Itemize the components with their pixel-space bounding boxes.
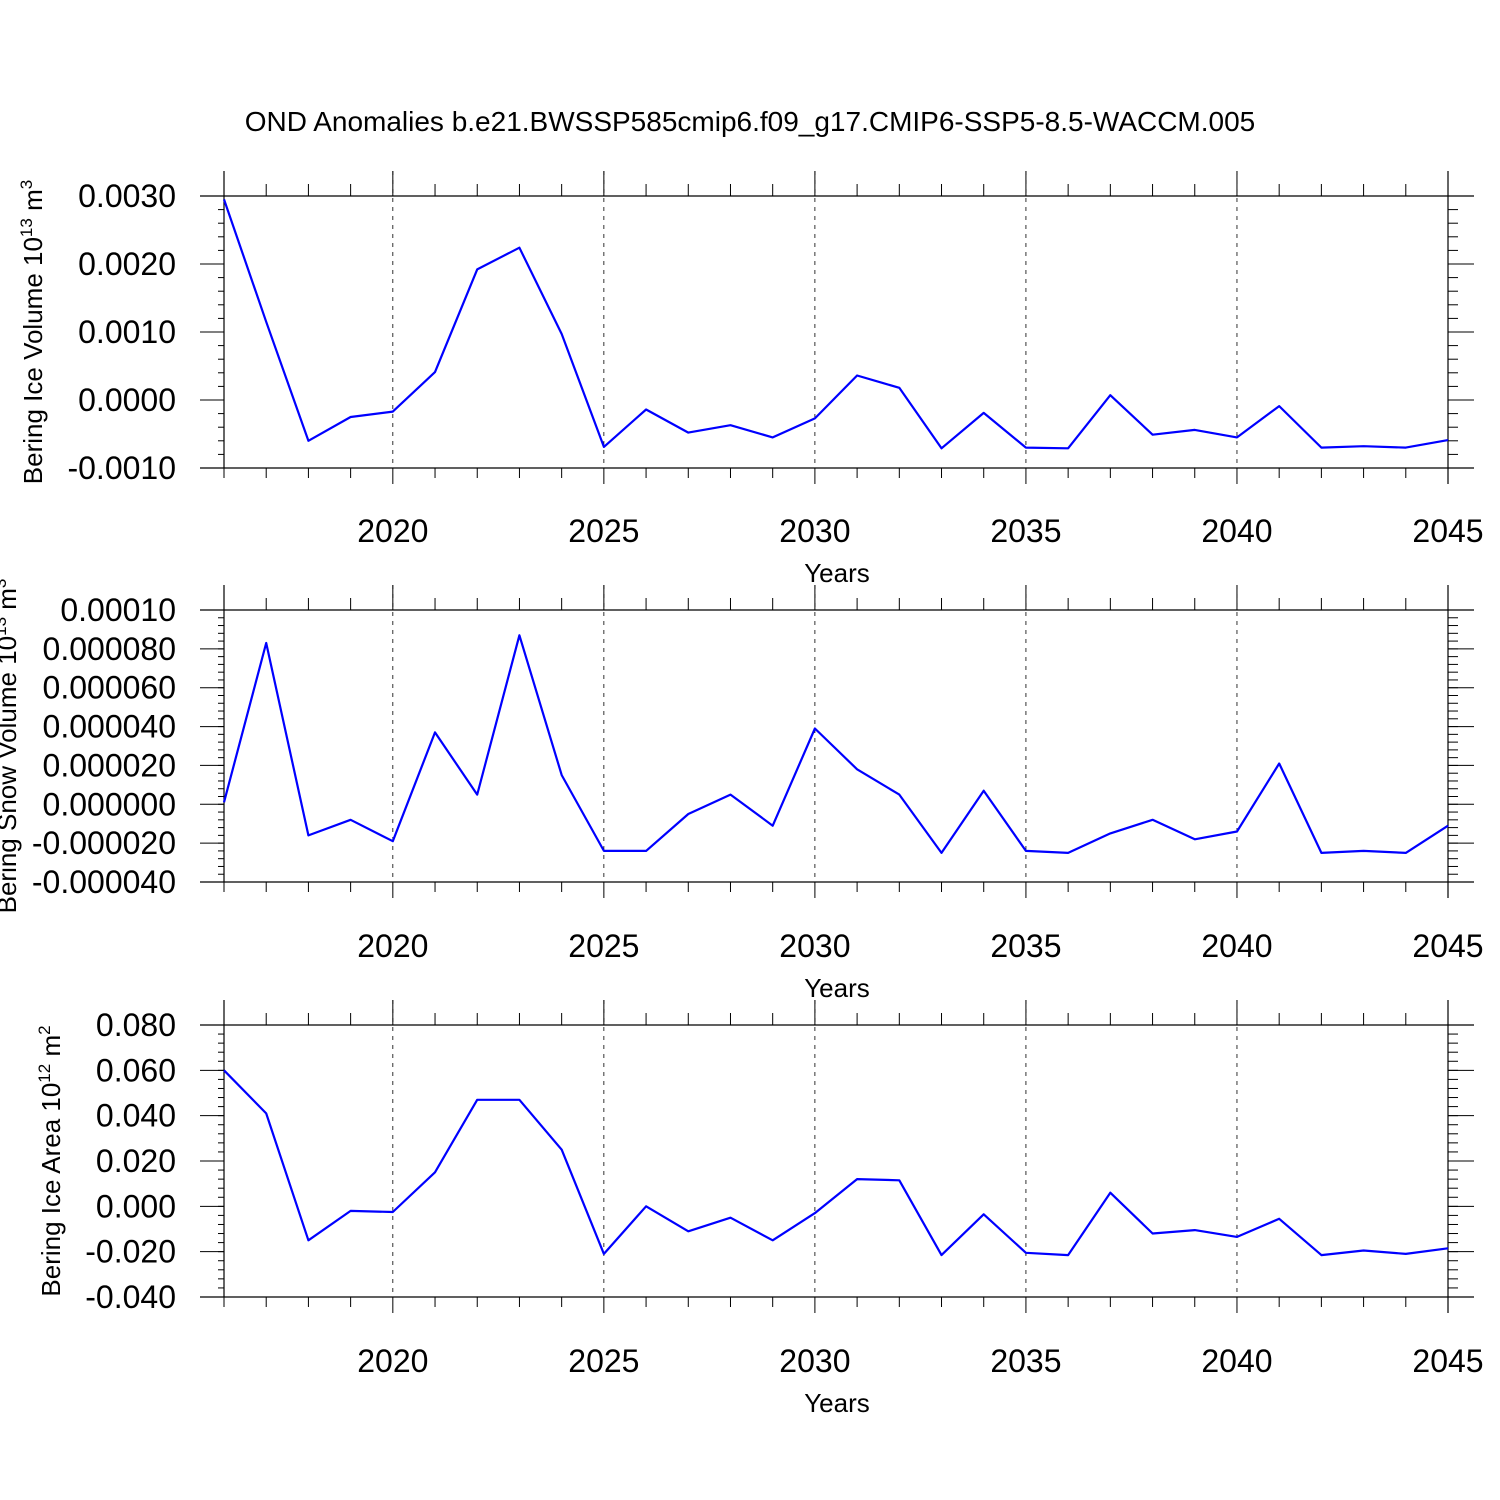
panel-1: -0.0010 0.0000 0.0010 0.0020 0.0030 2020 2025 2… (17, 171, 1484, 588)
y-axis-title: Bering Ice Volume 1013 m3 (17, 180, 48, 484)
x-tick-label: 2045 (1412, 1343, 1483, 1379)
y-tick-label: 0.000 (96, 1188, 176, 1224)
x-axis-title: Years (804, 558, 870, 588)
y-tick-label: 0.0010 (78, 314, 176, 350)
y-tick-label: -0.020 (85, 1234, 176, 1270)
y-tick-label: -0.040 (85, 1279, 176, 1315)
y-tick-label: 0.000060 (43, 670, 176, 706)
panel-3: -0.040 -0.020 0.000 0.020 0.040 0.060 0.080 202… (35, 1000, 1484, 1418)
x-tick-label: 2035 (990, 1343, 1061, 1379)
x-tick-label: 2040 (1201, 513, 1272, 549)
x-tick-label: 2030 (779, 928, 850, 964)
x-tick-label: 2030 (779, 513, 850, 549)
y-tick-label: -0.000020 (32, 825, 176, 861)
x-tick-label: 2030 (779, 1343, 850, 1379)
x-tick-label: 2020 (357, 928, 428, 964)
x-tick-label: 2035 (990, 928, 1061, 964)
x-axis-title: Years (804, 1388, 870, 1418)
y-tick-label: 0.080 (96, 1007, 176, 1043)
y-tick-label: 0.00010 (60, 592, 176, 628)
y-tick-label: 0.040 (96, 1098, 176, 1134)
x-tick-label: 2025 (568, 928, 639, 964)
x-tick-label: 2045 (1412, 928, 1483, 964)
panel-2: -0.000040-0.0000200.0000000.0000200.0000… (0, 579, 1484, 1003)
x-tick-label: 2040 (1201, 1343, 1272, 1379)
y-tick-label: -0.0010 (67, 450, 176, 486)
series-line (224, 1070, 1448, 1255)
x-tick-label: 2020 (357, 1343, 428, 1379)
y-tick-label: 0.020 (96, 1143, 176, 1179)
series-line (224, 199, 1448, 448)
x-tick-label: 2025 (568, 1343, 639, 1379)
y-tick-label: 0.0030 (78, 178, 176, 214)
x-tick-label: 2040 (1201, 928, 1272, 964)
x-tick-label: 2025 (568, 513, 639, 549)
y-tick-label: 0.060 (96, 1052, 176, 1088)
y-tick-label: 0.000040 (43, 709, 176, 745)
y-tick-label: 0.000000 (43, 786, 176, 822)
y-tick-label: 0.0020 (78, 246, 176, 282)
y-tick-label: 0.000080 (43, 631, 176, 667)
y-axis-title: Bering Snow Volume 1013 m3 (0, 579, 22, 914)
x-tick-label: 2020 (357, 513, 428, 549)
y-tick-label: 0.0000 (78, 382, 176, 418)
y-tick-label: 0.000020 (43, 747, 176, 783)
series-line (224, 635, 1448, 853)
x-tick-label: 2045 (1412, 513, 1483, 549)
figure-title: OND Anomalies b.e21.BWSSP585cmip6.f09_g1… (245, 106, 1256, 137)
x-axis-title: Years (804, 973, 870, 1003)
y-axis-title: Bering Ice Area 1012 m2 (35, 1025, 66, 1296)
y-tick-label: -0.000040 (32, 864, 176, 900)
x-tick-label: 2035 (990, 513, 1061, 549)
